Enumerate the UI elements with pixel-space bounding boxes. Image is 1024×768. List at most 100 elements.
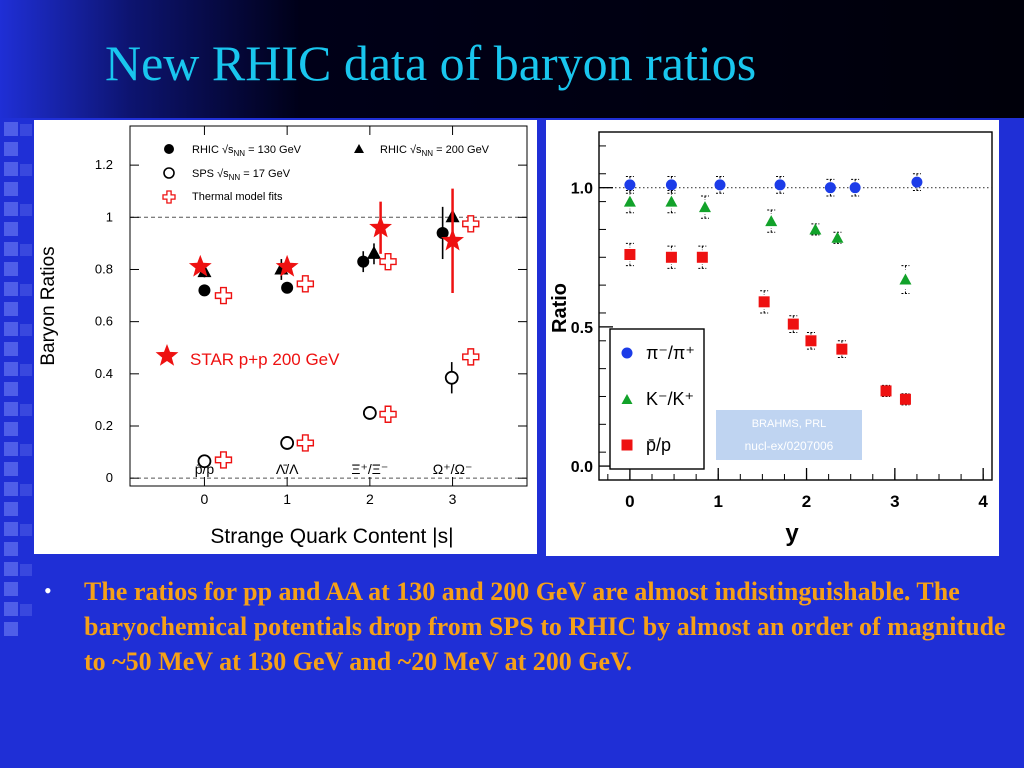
bullet-dot: • xyxy=(44,578,52,603)
legend-label-sps-17-sub: NN xyxy=(229,173,241,182)
decor-square xyxy=(20,564,32,576)
systematic-error-bracket xyxy=(767,209,776,233)
legend-marker-kaon xyxy=(621,394,633,404)
decor-square xyxy=(4,382,18,396)
legend-label-rhic-130-sqrt: √s xyxy=(222,144,234,156)
x-tick-label: 1 xyxy=(283,491,291,507)
point-pion-ratio xyxy=(849,182,861,194)
brahms-ratio-chart-panel: 0.0 0.5 1.0 0 1 2 3 4 Ratio y π⁻/π⁺ K⁻/K⁺ p̄/p … xyxy=(546,120,999,556)
point-pion-ratio xyxy=(774,179,786,191)
systematic-error-bracket xyxy=(901,265,910,294)
systematic-error-bracket xyxy=(667,189,676,214)
point-rhic-130 xyxy=(281,281,294,294)
point-thermal-fit xyxy=(379,252,397,271)
baryon-ratios-chart: 00.20.40.60.811.20 1 2 3p̄/p Λ̄/Λ Ξ⁺/Ξ⁻ Ω⁺/Ω⁻ … xyxy=(38,125,528,548)
decor-square xyxy=(20,284,32,296)
point-kaon-ratio xyxy=(665,195,678,207)
legend-label-rhic-130-sub: NN xyxy=(234,149,246,158)
legend-marker-proton xyxy=(621,439,633,451)
legend-label-rhic-130: RHIC √sNN = 130 GeV xyxy=(192,144,302,158)
point-pion-ratio xyxy=(714,179,726,191)
decor-square xyxy=(4,422,18,436)
decor-square xyxy=(4,522,18,536)
decor-square xyxy=(4,582,18,596)
x-axis-label: y xyxy=(785,520,799,547)
point-sps-17 xyxy=(280,436,295,450)
legend-label-rhic-200-value: = 200 GeV xyxy=(433,144,490,156)
systematic-error-bracket xyxy=(806,331,815,350)
point-kaon-ratio xyxy=(623,195,636,207)
decorative-square-column xyxy=(4,122,32,636)
category-label: Ω⁺/Ω⁻ xyxy=(433,461,473,477)
x-tick-label: 0 xyxy=(201,491,209,507)
legend-marker-open-circle xyxy=(163,167,175,179)
title-bar-background xyxy=(0,0,1024,118)
brahms-reference-line1: BRAHMS, PRL xyxy=(752,418,827,430)
x-tick-label: 3 xyxy=(890,492,899,511)
star-pp-annotation-marker xyxy=(155,344,179,366)
y-tick-label: 0.0 xyxy=(571,459,593,476)
x-tick-label: 0 xyxy=(625,492,634,511)
decor-square xyxy=(4,242,18,256)
point-rhic-130 xyxy=(198,284,211,297)
legend-marker-filled-triangle xyxy=(354,144,364,153)
decor-square xyxy=(20,204,32,216)
systematic-error-bracket xyxy=(912,173,921,191)
decor-square xyxy=(4,162,18,176)
y-tick-label: 0.4 xyxy=(95,366,113,381)
legend-label-pion: π⁻/π⁺ xyxy=(646,343,695,363)
legend-label-proton: p̄/p xyxy=(646,435,671,455)
brahms-reference-box: BRAHMS, PRL nucl-ex/0207006 xyxy=(716,410,862,460)
legend-marker-pion xyxy=(621,347,633,359)
legend-label-rhic-200-sqrt: √s xyxy=(410,144,422,156)
plot-frame xyxy=(598,131,993,481)
decor-square xyxy=(20,324,32,336)
systematic-error-bracket xyxy=(700,195,709,219)
systematic-error-bracket xyxy=(698,245,707,269)
decor-square xyxy=(4,322,18,336)
plot-frame xyxy=(129,125,528,487)
y-axis-label: Baryon Ratios xyxy=(38,246,59,365)
decor-square xyxy=(4,282,18,296)
point-proton-ratio xyxy=(805,335,817,347)
decor-square xyxy=(20,164,32,176)
point-sps-17 xyxy=(362,406,377,420)
decor-square xyxy=(4,442,18,456)
point-proton-ratio xyxy=(836,343,848,355)
y-tick-label: 0.8 xyxy=(95,261,113,276)
y-tick-label: 0.6 xyxy=(95,314,113,329)
baryon-ratios-chart-panel: 0 0.2 0.4 0.6 0.8 1 1.2 0 1 2 3 p̄/p Λ̄/Λ Ξ⁺/Ξ⁻ Ω⁺/Ω⁻ … xyxy=(34,120,537,554)
brahms-ratio-chart: 0.00.51.00 1 2 3 4 Ratio y π⁻/π⁺ K⁻/K⁺ p̄/p … xyxy=(549,131,993,547)
bullet-text: The ratios for pp and AA at 130 and 200 … xyxy=(84,577,1006,676)
point-rhic-130 xyxy=(357,255,370,268)
decor-square xyxy=(4,202,18,216)
slide-title: New RHIC data of baryon ratios xyxy=(105,35,757,91)
point-thermal-fit xyxy=(214,286,233,305)
legend-label-rhic-130-value: = 130 GeV xyxy=(245,144,302,156)
legend-box: π⁻/π⁺ K⁻/K⁺ p̄/p xyxy=(609,328,705,470)
point-pion-ratio xyxy=(911,176,923,188)
decor-square xyxy=(4,402,18,416)
systematic-error-bracket xyxy=(667,176,676,194)
point-star-pp xyxy=(369,215,392,238)
legend-label-kaon: K⁻/K⁺ xyxy=(646,389,694,409)
point-pion-ratio xyxy=(624,179,636,191)
point-star-pp xyxy=(275,254,299,277)
x-tick-label: 1 xyxy=(713,492,722,511)
systematic-error-bracket xyxy=(851,178,860,197)
legend-label-rhic-200: RHIC √sNN = 200 GeV xyxy=(380,144,490,158)
legend-label-thermal: Thermal model fits xyxy=(192,191,283,203)
point-kaon-ratio xyxy=(899,273,912,285)
systematic-error-bracket xyxy=(715,176,724,194)
decor-square xyxy=(4,602,18,616)
decor-square xyxy=(20,444,32,456)
systematic-error-bracket xyxy=(667,245,676,269)
legend-label-sps-17-sqrt: √s xyxy=(217,168,229,180)
systematic-error-bracket xyxy=(625,176,634,194)
x-tick-label: 2 xyxy=(802,492,811,511)
systematic-error-bracket xyxy=(789,315,798,333)
decor-square xyxy=(4,622,18,636)
decor-square xyxy=(4,462,18,476)
decor-square xyxy=(4,342,18,356)
x-tick-label: 4 xyxy=(978,492,988,511)
